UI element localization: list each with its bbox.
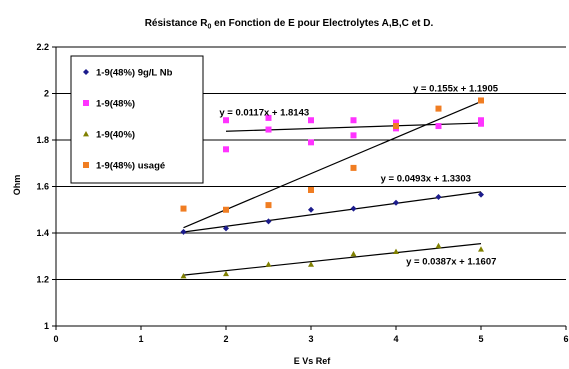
data-point-series-1	[180, 228, 187, 235]
trendline-equation-3: y = 0.0387x + 1.1607	[406, 256, 496, 267]
chart-title-main: Résistance R	[145, 18, 209, 29]
legend-marker-series-2	[83, 100, 89, 106]
data-point-series-1	[393, 199, 399, 206]
x-tick-label: 0	[53, 334, 58, 344]
trendline-series-4	[183, 100, 482, 229]
data-point-series-3	[308, 261, 314, 267]
data-point-series-2	[393, 119, 399, 126]
data-point-series-2	[223, 146, 229, 153]
data-point-series-4	[308, 186, 314, 193]
data-point-series-4	[393, 123, 399, 130]
y-tick-label: 1.8	[36, 135, 49, 145]
trendline-series-1	[183, 191, 482, 233]
chart-title-rest: en Fonction de E pour Electrolytes A,B,C…	[211, 18, 433, 29]
data-point-series-3	[478, 246, 484, 252]
x-axis-label: E Vs Ref	[294, 356, 332, 366]
y-tick-label: 1.6	[36, 182, 49, 192]
chart-title: Résistance R0 en Fonction de E pour Elec…	[145, 18, 434, 31]
y-tick-label: 1.2	[36, 275, 49, 285]
data-point-series-1	[265, 218, 272, 225]
y-tick-label: 1.4	[36, 228, 49, 238]
legend-marker-series-1	[83, 69, 89, 75]
x-tick-label: 1	[138, 334, 143, 344]
trendline-equation-2: y = 0.0117x + 1.8143	[219, 108, 309, 119]
data-point-series-2	[308, 139, 314, 146]
y-tick-label: 1	[44, 321, 49, 331]
data-point-series-2	[223, 117, 229, 124]
trendline-equation-4: y = 0.155x + 1.1905	[413, 84, 499, 95]
axes: 11.21.41.61.822.20 1 2 3 4 5 6	[36, 42, 568, 344]
y-tick-label: 2	[44, 89, 49, 99]
y-axis-label: Ohm	[12, 175, 22, 196]
legend-entry-series-1: 1-9(48%) 9g/L Nb	[96, 68, 173, 79]
data-point-series-3	[265, 261, 272, 267]
data-point-series-2	[265, 126, 272, 133]
x-tick-label: 6	[563, 334, 568, 344]
data-point-series-2	[350, 117, 357, 124]
y-tick-label: 2.2	[36, 42, 49, 52]
data-point-series-1	[350, 205, 357, 212]
data-point-series-3	[350, 250, 357, 257]
trendline-equation-1: y = 0.0493x + 1.3303	[381, 173, 471, 184]
data-point-series-4	[435, 105, 442, 112]
chart-title-subscript: 0	[208, 24, 212, 31]
data-point-series-4	[478, 97, 484, 104]
x-tick-label: 3	[308, 334, 313, 344]
data-point-series-4	[350, 164, 357, 171]
data-point-series-1	[223, 225, 229, 232]
data-point-series-3	[435, 242, 442, 249]
equation-labels: y = 0.0493x + 1.3303 y = 0.0117x + 1.8143…	[219, 84, 498, 268]
data-point-series-4	[265, 202, 272, 209]
trendline-series-3	[183, 243, 482, 276]
legend-box	[70, 55, 204, 184]
data-points	[180, 97, 484, 279]
data-point-series-1	[308, 206, 314, 213]
trendlines	[183, 100, 482, 276]
data-point-series-1	[435, 193, 442, 200]
data-point-series-3	[180, 273, 187, 279]
data-point-series-2	[350, 132, 357, 139]
legend-entry-series-3: 1-9(40%)	[96, 130, 135, 141]
data-point-series-2	[478, 117, 484, 124]
data-point-series-2	[308, 117, 314, 124]
data-point-series-3	[393, 248, 399, 254]
trendline-series-2	[225, 122, 482, 132]
data-point-series-2	[478, 120, 484, 127]
x-tick-label: 2	[223, 334, 228, 344]
data-point-series-4	[180, 205, 187, 212]
legend-entry-series-2: 1-9(48%)	[96, 99, 135, 110]
legend-entry-series-4: 1-9(48%) usagé	[96, 161, 165, 172]
x-tick-label: 5	[478, 334, 483, 344]
x-tick-label: 4	[393, 334, 398, 344]
legend-marker-series-4	[83, 162, 89, 168]
legend: 1-9(48%) 9g/L Nb 1-9(48%) 1-9(40%) 1-9(48%)…	[70, 55, 204, 184]
data-point-series-1	[478, 191, 484, 198]
data-point-series-2	[435, 123, 442, 130]
data-point-series-3	[223, 270, 229, 277]
data-point-series-2	[265, 114, 272, 121]
legend-marker-series-3	[83, 131, 89, 137]
data-point-series-4	[223, 206, 229, 213]
